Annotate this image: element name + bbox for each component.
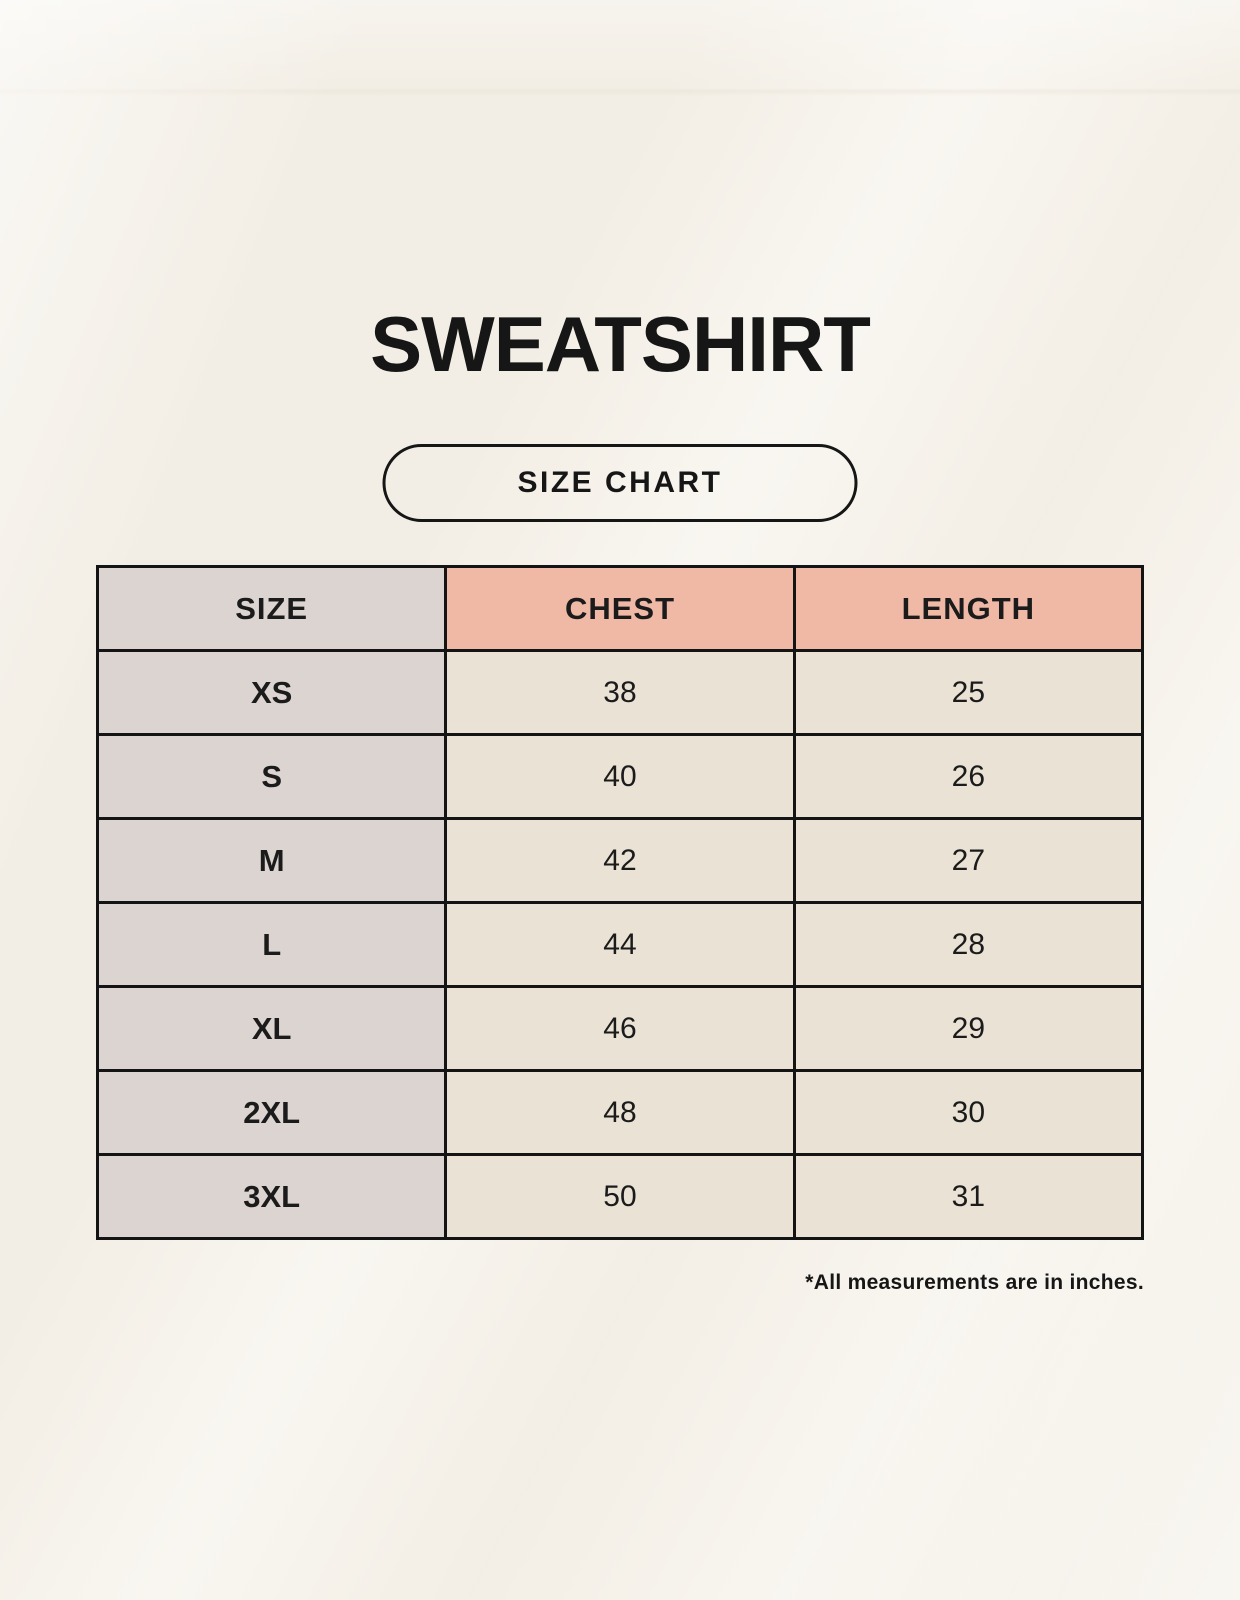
size-cell: L	[95, 901, 448, 988]
size-cell: XL	[95, 985, 448, 1072]
length-cell: 30	[792, 1069, 1145, 1156]
table-row: L 44 28	[95, 901, 1145, 988]
table-row: XS 38 25	[95, 649, 1145, 736]
size-cell: M	[95, 817, 448, 904]
chest-cell: 42	[444, 817, 796, 904]
table-row: S 40 26	[95, 733, 1145, 820]
chest-cell: 40	[444, 733, 796, 820]
chest-cell: 46	[444, 985, 796, 1072]
table-row: M 42 27	[95, 817, 1145, 904]
length-cell: 28	[792, 901, 1145, 988]
size-chart-badge-label: SIZE CHART	[517, 466, 723, 499]
table-row: 3XL 50 31	[95, 1153, 1145, 1240]
size-chart-badge[interactable]: SIZE CHART	[382, 444, 858, 522]
length-cell: 29	[792, 985, 1145, 1072]
size-table-container: SIZE CHEST LENGTH XS 38 25 S 40 26 M	[95, 565, 1145, 1240]
length-cell: 25	[792, 649, 1145, 736]
table-row: XL 46 29	[95, 985, 1145, 1072]
column-header-chest: CHEST	[444, 565, 796, 652]
size-cell: 3XL	[95, 1153, 448, 1240]
chest-cell: 38	[444, 649, 796, 736]
size-cell: 2XL	[95, 1069, 448, 1156]
chest-cell: 44	[444, 901, 796, 988]
table-row: 2XL 48 30	[95, 1069, 1145, 1156]
size-cell: S	[95, 733, 448, 820]
size-table: SIZE CHEST LENGTH XS 38 25 S 40 26 M	[95, 565, 1145, 1240]
measurements-footnote: *All measurements are in inches.	[805, 1271, 1144, 1294]
page-title: SWEATSHIRT	[370, 300, 871, 388]
chest-cell: 48	[444, 1069, 796, 1156]
size-cell: XS	[95, 649, 448, 736]
length-cell: 31	[792, 1153, 1145, 1240]
length-cell: 27	[792, 817, 1145, 904]
table-header-row: SIZE CHEST LENGTH	[95, 565, 1145, 652]
length-cell: 26	[792, 733, 1145, 820]
column-header-size: SIZE	[95, 565, 448, 652]
chest-cell: 50	[444, 1153, 796, 1240]
column-header-length: LENGTH	[792, 565, 1145, 652]
